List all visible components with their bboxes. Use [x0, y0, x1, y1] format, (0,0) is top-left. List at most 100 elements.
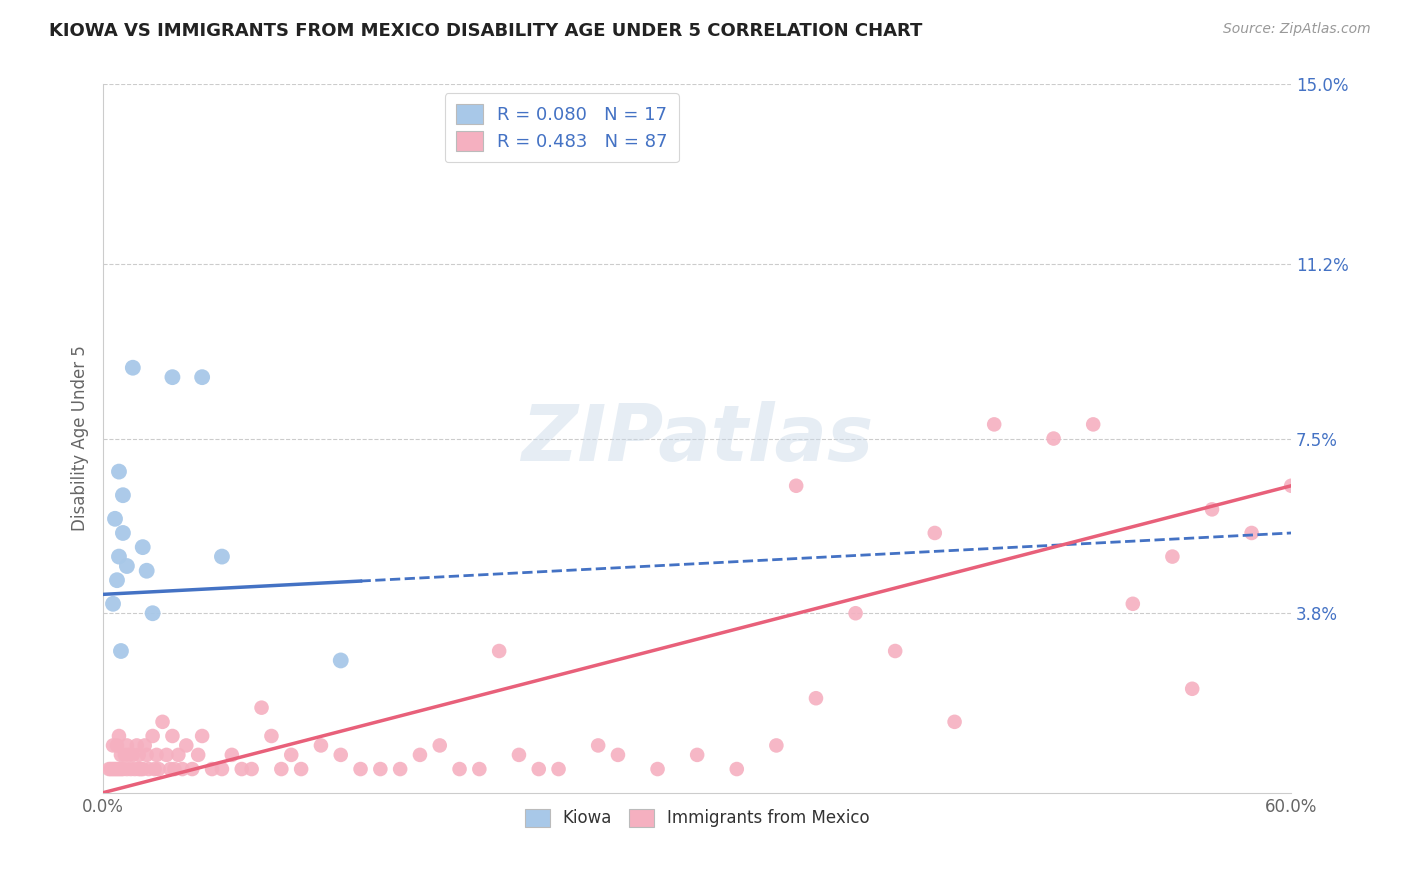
Point: [191, 729, 214, 743]
Point: [159, 762, 181, 776]
Point: [329, 747, 352, 762]
Legend: Kiowa, Immigrants from Mexico: Kiowa, Immigrants from Mexico: [517, 802, 876, 834]
Point: [155, 747, 177, 762]
Point: [329, 653, 352, 667]
Point: [1161, 549, 1184, 564]
Point: [231, 762, 253, 776]
Point: [132, 762, 155, 776]
Point: [115, 762, 138, 776]
Point: [138, 762, 160, 776]
Point: [101, 739, 124, 753]
Point: [108, 762, 131, 776]
Text: ZIPatlas: ZIPatlas: [522, 401, 873, 476]
Text: Source: ZipAtlas.com: Source: ZipAtlas.com: [1223, 22, 1371, 37]
Point: [260, 729, 283, 743]
Point: [211, 762, 233, 776]
Point: [429, 739, 451, 753]
Point: [1201, 502, 1223, 516]
Point: [162, 729, 184, 743]
Point: [370, 762, 392, 776]
Point: [1042, 432, 1064, 446]
Y-axis label: Disability Age Under 5: Disability Age Under 5: [72, 345, 89, 532]
Point: [349, 762, 371, 776]
Point: [290, 762, 312, 776]
Point: [128, 762, 150, 776]
Point: [201, 762, 224, 776]
Point: [121, 360, 143, 375]
Point: [240, 762, 263, 776]
Point: [120, 762, 142, 776]
Point: [128, 747, 150, 762]
Point: [804, 691, 827, 706]
Point: [389, 762, 412, 776]
Point: [845, 606, 868, 620]
Point: [143, 762, 166, 776]
Point: [1181, 681, 1204, 696]
Point: [101, 762, 124, 776]
Point: [111, 526, 134, 541]
Point: [110, 762, 132, 776]
Point: [105, 573, 128, 587]
Point: [129, 762, 152, 776]
Point: [135, 747, 157, 762]
Point: [181, 762, 204, 776]
Point: [115, 739, 138, 753]
Point: [111, 762, 134, 776]
Point: [110, 644, 132, 658]
Point: [111, 488, 134, 502]
Point: [250, 700, 273, 714]
Point: [125, 739, 148, 753]
Text: KIOWA VS IMMIGRANTS FROM MEXICO DISABILITY AGE UNDER 5 CORRELATION CHART: KIOWA VS IMMIGRANTS FROM MEXICO DISABILI…: [49, 22, 922, 40]
Point: [449, 762, 471, 776]
Point: [114, 747, 136, 762]
Point: [115, 559, 138, 574]
Point: [148, 762, 170, 776]
Point: [488, 644, 510, 658]
Point: [121, 747, 143, 762]
Point: [142, 606, 165, 620]
Point: [104, 512, 127, 526]
Point: [142, 729, 165, 743]
Point: [221, 747, 243, 762]
Point: [174, 739, 197, 753]
Point: [1279, 479, 1302, 493]
Point: [105, 762, 128, 776]
Point: [108, 729, 131, 743]
Point: [508, 747, 530, 762]
Point: [108, 465, 131, 479]
Point: [162, 370, 184, 384]
Point: [191, 370, 214, 384]
Point: [124, 762, 146, 776]
Point: [607, 747, 630, 762]
Point: [527, 762, 550, 776]
Point: [145, 747, 167, 762]
Point: [647, 762, 669, 776]
Point: [108, 549, 131, 564]
Point: [187, 747, 209, 762]
Point: [110, 747, 132, 762]
Point: [725, 762, 748, 776]
Point: [924, 526, 946, 541]
Point: [884, 644, 907, 658]
Point: [1240, 526, 1263, 541]
Point: [983, 417, 1005, 432]
Point: [1122, 597, 1144, 611]
Point: [135, 564, 157, 578]
Point: [1083, 417, 1105, 432]
Point: [134, 739, 156, 753]
Point: [98, 762, 121, 776]
Point: [547, 762, 569, 776]
Point: [943, 714, 966, 729]
Point: [309, 739, 332, 753]
Point: [118, 747, 141, 762]
Point: [686, 747, 709, 762]
Point: [280, 747, 302, 762]
Point: [100, 762, 122, 776]
Point: [152, 714, 174, 729]
Point: [586, 739, 609, 753]
Point: [105, 739, 128, 753]
Point: [468, 762, 491, 776]
Point: [211, 549, 233, 564]
Point: [163, 762, 186, 776]
Point: [270, 762, 292, 776]
